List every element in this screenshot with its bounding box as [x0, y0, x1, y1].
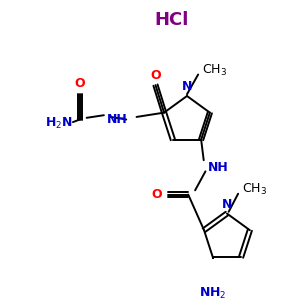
Text: O: O — [152, 188, 162, 201]
Text: CH$_3$: CH$_3$ — [242, 182, 268, 197]
Text: NH$_2$: NH$_2$ — [199, 286, 226, 300]
Text: N: N — [182, 80, 192, 93]
Text: HCl: HCl — [154, 11, 189, 29]
Text: O: O — [150, 69, 161, 82]
Text: H$_2$N: H$_2$N — [45, 116, 73, 131]
Text: NH: NH — [107, 113, 128, 126]
Text: O: O — [74, 77, 85, 90]
Text: N: N — [222, 198, 232, 211]
Text: CH$_3$: CH$_3$ — [202, 63, 228, 78]
Text: NH: NH — [208, 160, 229, 174]
